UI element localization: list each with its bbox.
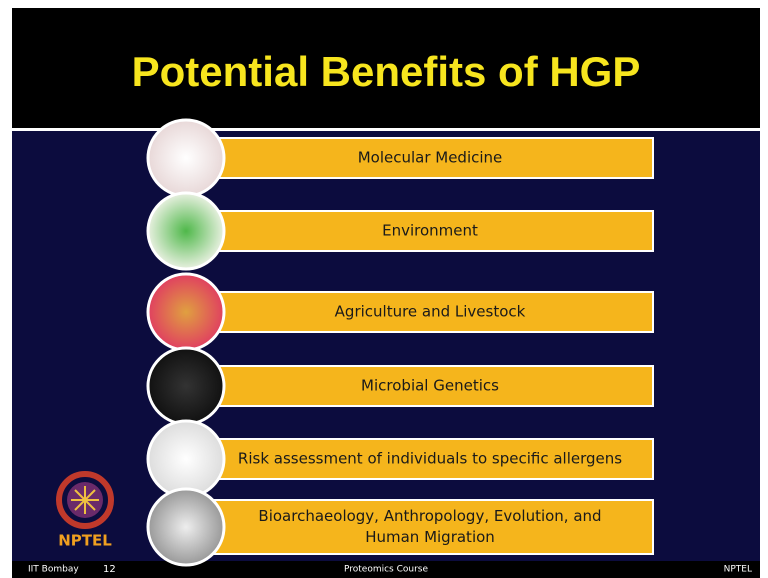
- footer-left: IIT Bombay: [28, 565, 79, 575]
- item-icon: [148, 120, 224, 196]
- slide: Potential Benefits of HGP NPTEL IIT Bomb…: [0, 0, 768, 578]
- item-label: Human Migration: [365, 528, 495, 546]
- logo-text: NPTEL: [58, 532, 112, 550]
- item-label: Molecular Medicine: [358, 149, 503, 167]
- body-bg: [12, 131, 760, 561]
- slide-title: Potential Benefits of HGP: [132, 48, 641, 95]
- item-icon: [148, 193, 224, 269]
- item-label: Environment: [382, 222, 478, 240]
- item-icon: [148, 274, 224, 350]
- item-label: Risk assessment of individuals to specif…: [238, 450, 622, 468]
- item-icon: [148, 489, 224, 565]
- item-label: Microbial Genetics: [361, 377, 499, 395]
- item-label: Bioarchaeology, Anthropology, Evolution,…: [258, 507, 601, 525]
- page-number: 12: [103, 564, 116, 575]
- item-label: Agriculture and Livestock: [335, 303, 526, 321]
- footer-right: NPTEL: [724, 565, 752, 575]
- item-icon: [148, 421, 224, 497]
- footer-center: Proteomics Course: [344, 565, 428, 575]
- item-icon: [148, 348, 224, 424]
